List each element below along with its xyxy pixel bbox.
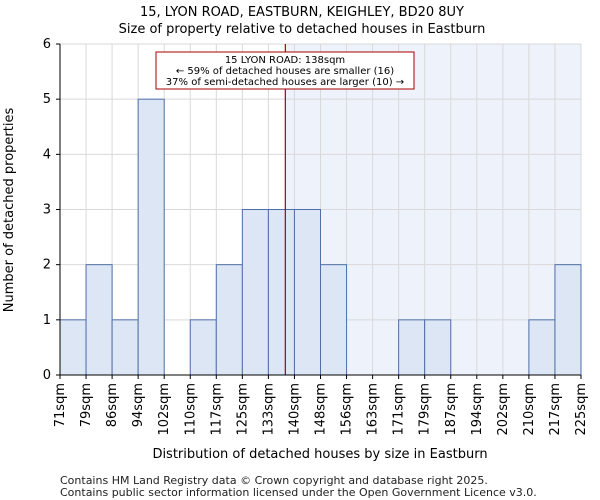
histogram-bar: [267, 209, 295, 376]
x-tick-label: 217sqm: [548, 383, 563, 436]
annotation-box: [155, 51, 415, 90]
annotation-line3: 37% of semi-detached houses are larger (…: [166, 77, 404, 88]
y-tick-label: 5: [43, 92, 51, 107]
y-tick-label: 0: [43, 368, 51, 383]
y-tick-label: 2: [43, 258, 51, 273]
y-axis-label: Number of detached properties: [2, 108, 17, 313]
histogram-bar: [241, 209, 269, 376]
x-tick-label: 71sqm: [53, 383, 68, 427]
plot-area: 0 1 2 3 4 5 6 71sqm 79sqm 86sqm 94sqm 102sqm 110sqm 1…: [43, 37, 589, 436]
x-axis-label: Distribution of detached houses by size …: [152, 447, 487, 462]
x-tick-label: 187sqm: [444, 383, 459, 436]
histogram-bar: [320, 264, 348, 376]
x-tick-label: 94sqm: [131, 383, 146, 427]
x-tick-label: 79sqm: [79, 383, 94, 427]
x-tick-label: 179sqm: [418, 383, 433, 436]
histogram-bar: [398, 319, 426, 376]
x-tick-label: 210sqm: [522, 383, 537, 436]
y-tick-label: 6: [43, 37, 51, 52]
x-tick-label: 225sqm: [574, 383, 589, 436]
y-tick-label: 4: [43, 147, 51, 162]
histogram-bar: [215, 264, 243, 376]
histogram-bar: [59, 319, 87, 376]
histogram-bar: [85, 264, 113, 376]
histogram-bar: [293, 209, 322, 376]
x-tick-label: 148sqm: [314, 383, 329, 436]
x-tick-label: 133sqm: [261, 383, 276, 436]
x-tick-label: 194sqm: [470, 383, 485, 436]
x-tick-label: 102sqm: [157, 383, 172, 436]
x-tick-label: 163sqm: [366, 383, 381, 436]
y-tick-label: 1: [43, 313, 51, 328]
histogram-bar: [189, 319, 217, 376]
chart-title: 15, LYON ROAD, EASTBURN, KEIGHLEY, BD20 …: [140, 5, 464, 20]
x-tick-label: 125sqm: [235, 383, 250, 436]
x-tick-label: 202sqm: [496, 383, 511, 436]
histogram-bar: [554, 264, 582, 376]
histogram-bar: [424, 319, 452, 376]
histogram-bar: [111, 319, 139, 376]
x-tick-label: 86sqm: [105, 383, 120, 427]
annotation-line1: 15 LYON ROAD: 138sqm: [225, 55, 345, 66]
annotation-line2: ← 59% of detached houses are smaller (16…: [176, 66, 394, 77]
histogram-bar: [528, 319, 556, 376]
x-tick-label: 156sqm: [340, 383, 355, 436]
chart-subtitle: Size of property relative to detached ho…: [119, 22, 486, 37]
y-tick-label: 3: [43, 203, 51, 218]
x-tick-label: 140sqm: [287, 383, 302, 436]
footer-line-2: Contains public sector information licen…: [60, 486, 537, 499]
x-tick-label: 117sqm: [209, 383, 224, 436]
footer-line-1: Contains HM Land Registry data © Crown c…: [60, 474, 488, 487]
x-tick-label: 171sqm: [392, 383, 407, 436]
x-tick-label: 110sqm: [183, 383, 198, 436]
histogram-bar: [137, 98, 165, 376]
